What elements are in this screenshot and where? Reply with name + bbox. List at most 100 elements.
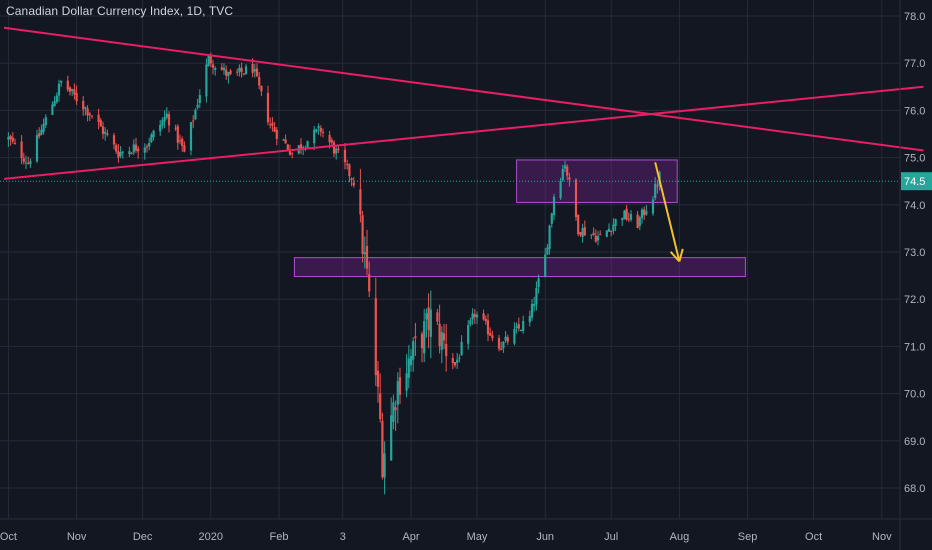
candle-body [183, 145, 186, 152]
candle-body [238, 67, 241, 72]
candle-body [629, 214, 633, 220]
candle-body [332, 142, 336, 154]
candle-body [612, 224, 615, 231]
candle-body [57, 83, 61, 96]
candlesticks [7, 52, 661, 495]
candle-body [269, 124, 272, 126]
candle-body [121, 151, 124, 153]
candle-body [112, 135, 116, 145]
arrow-head [669, 251, 681, 263]
candle-body [654, 183, 657, 198]
candle-body [374, 298, 377, 376]
time-axis[interactable]: Oct Nov Dec 2020 Feb 3 Apr May Jun Jul Aug Sep Oct No… [0, 531, 892, 543]
candle-body [335, 148, 338, 154]
candle-body [266, 92, 270, 123]
y-tick-label: 73.0 [904, 247, 925, 259]
candle-body [29, 161, 32, 165]
candle-body [412, 341, 415, 360]
x-tick-label: Oct [805, 531, 822, 543]
candle-body [282, 139, 285, 141]
rectangle-zones[interactable] [293, 159, 746, 278]
down-arrow-annotation[interactable] [654, 162, 684, 263]
candle-body [159, 125, 162, 132]
trendline-2 [3, 85, 924, 180]
candle-body [484, 318, 487, 322]
candle-body [242, 73, 245, 75]
candle-body [438, 323, 441, 346]
candle-body [643, 209, 646, 216]
candle-body [376, 370, 380, 387]
candle-body [134, 144, 138, 151]
candle-body [473, 314, 476, 317]
candle-body [427, 307, 430, 331]
candle-body [22, 158, 25, 162]
candle-body [343, 149, 347, 163]
candle-body [119, 151, 122, 156]
y-tick-label: 69.0 [904, 436, 925, 448]
candle-body [150, 134, 153, 143]
candle-body [97, 114, 100, 123]
y-tick-label: 75.0 [904, 153, 925, 165]
candle-body [627, 218, 630, 220]
y-tick-label: 78.0 [904, 11, 925, 23]
candle-body [286, 144, 289, 150]
candle-body [548, 225, 551, 249]
candle-body [178, 140, 182, 142]
candle-body [101, 126, 105, 134]
candle-body [552, 196, 556, 216]
y-tick-label: 76.0 [904, 105, 925, 117]
candle-body [486, 320, 490, 335]
candle-body [420, 333, 424, 349]
candle-body [482, 313, 485, 320]
candle-body [625, 208, 628, 220]
candle-body [579, 232, 582, 235]
candle-body [51, 104, 54, 115]
candle-body [229, 70, 232, 74]
candle-body [414, 336, 417, 339]
candle-body [273, 127, 276, 132]
x-tick-label: Jun [536, 531, 554, 543]
price-axis[interactable]: 68.0 69.0 70.0 71.0 72.0 73.0 74.0 75.0 76.0 77.0… [904, 11, 925, 495]
candle-body [42, 123, 45, 132]
candle-body [381, 420, 384, 478]
trendline-1 [3, 26, 924, 152]
candle-body [640, 209, 644, 219]
candle-body [530, 303, 534, 318]
chart-title: Canadian Dollar Currency Index, 1D, TVC [6, 4, 234, 18]
x-tick-label: Jul [604, 531, 618, 543]
candle-body [163, 117, 166, 122]
candle-body [75, 92, 78, 102]
candle-body [517, 324, 520, 329]
candle-body [436, 312, 439, 322]
candle-body [497, 338, 501, 349]
y-tick-label: 70.0 [904, 389, 925, 401]
trendlines[interactable] [3, 26, 924, 180]
candle-body [361, 215, 364, 254]
candle-body [506, 337, 509, 342]
y-tick-label: 74.0 [904, 200, 925, 212]
candle-body [605, 230, 608, 237]
candle-body [315, 129, 318, 132]
candle-body [392, 402, 395, 423]
candle-body [53, 101, 56, 107]
candle-body [348, 164, 351, 177]
candle-body [528, 316, 531, 323]
candle-body [35, 135, 39, 162]
candle-body [594, 235, 597, 242]
x-tick-label: Aug [670, 531, 690, 543]
candle-body [306, 141, 309, 149]
candle-body [117, 151, 120, 158]
candle-body [330, 140, 333, 143]
candle-body [337, 148, 340, 151]
candle-body [467, 325, 470, 344]
candle-body [350, 178, 353, 181]
candle-body [621, 218, 624, 221]
candle-body [319, 127, 322, 132]
y-tick-label: 72.0 [904, 294, 925, 306]
candle-body [363, 252, 366, 255]
candle-body [7, 136, 10, 140]
last-price-tag: 74.5 [901, 172, 932, 191]
candle-body [352, 182, 355, 186]
